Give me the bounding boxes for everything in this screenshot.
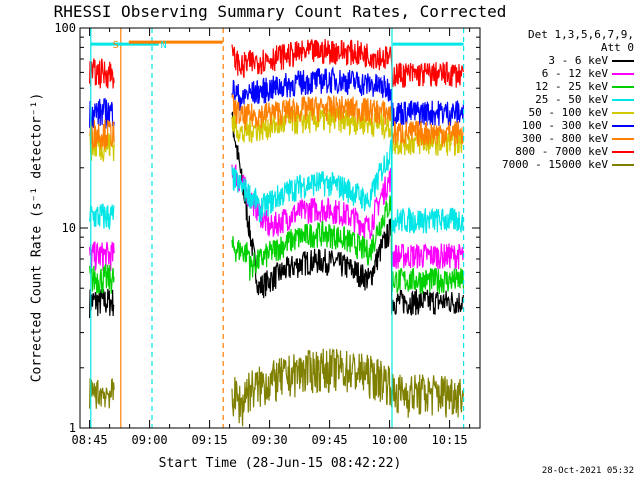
legend-item: 800 - 7000 keV [484, 145, 634, 158]
legend-item: 50 - 100 keV [484, 106, 634, 119]
x-tick-label: 09:45 [312, 433, 348, 447]
x-tick-label: 08:45 [72, 433, 108, 447]
series-line-3to6keV [89, 111, 464, 319]
legend-swatch [612, 72, 634, 75]
legend-label: 100 - 300 keV [521, 119, 608, 132]
legend-item: 300 - 800 keV [484, 132, 634, 145]
series-line-800to7000keV [89, 39, 464, 89]
legend-item: 3 - 6 keV [484, 54, 634, 67]
y-tick-label: 100 [54, 21, 76, 35]
legend-swatch [612, 137, 634, 140]
series-line-7000to15000keV [89, 348, 464, 427]
legend-swatch [612, 59, 634, 62]
legend-label: 800 - 7000 keV [515, 145, 608, 158]
generation-timestamp: 28-Oct-2021 05:32 [541, 466, 634, 476]
series-line-25to50keV [89, 139, 464, 235]
legend-swatch [612, 111, 634, 114]
legend-header-detectors: Det 1,3,5,6,7,9, [528, 28, 634, 41]
x-tick-label: 09:15 [192, 433, 228, 447]
legend-item: 6 - 12 keV [484, 67, 634, 80]
legend-swatch [612, 150, 634, 153]
legend-swatch [612, 163, 634, 166]
series-line-6to12keV [89, 163, 464, 272]
legend-item: 100 - 300 keV [484, 119, 634, 132]
series-line-300to800keV [89, 94, 464, 150]
legend-header-attenuator: Att 0 [600, 41, 634, 54]
legend-item: 12 - 25 keV [484, 80, 634, 93]
legend-swatch [612, 124, 634, 127]
legend-item: 25 - 50 keV [484, 93, 634, 106]
y-tick-label: 10 [62, 221, 76, 235]
chart-title: RHESSI Observing Summary Count Rates, Co… [53, 2, 507, 21]
flag-label-s: S [113, 40, 119, 51]
legend-label: 300 - 800 keV [521, 132, 608, 145]
legend-label: 6 - 12 keV [541, 67, 608, 80]
series-line-100to300keV [89, 66, 464, 129]
x-axis-label: Start Time (28-Jun-15 08:42:22) [158, 456, 402, 471]
legend-label: 12 - 25 keV [535, 80, 608, 93]
legend-label: 50 - 100 keV [528, 106, 608, 119]
legend-label: 25 - 50 keV [535, 93, 608, 106]
flag-label-n: N [161, 40, 167, 51]
x-tick-label: 10:15 [432, 433, 468, 447]
legend-label: 3 - 6 keV [548, 54, 608, 67]
legend-swatch [612, 98, 634, 101]
legend-swatch [612, 85, 634, 88]
legend-item: 7000 - 15000 keV [484, 158, 634, 171]
x-tick-label: 10:00 [372, 433, 408, 447]
legend-label: 7000 - 15000 keV [502, 158, 608, 171]
y-tick-label: 1 [69, 421, 76, 435]
series-line-12to25keV [89, 195, 464, 295]
y-axis-label: Corrected Count Rate (s⁻¹ detector⁻¹) [29, 92, 45, 383]
legend: Det 1,3,5,6,7,9, Att 0 3 - 6 keV 6 - 12 k… [484, 28, 634, 171]
x-tick-label: 09:00 [132, 433, 168, 447]
x-tick-label: 09:30 [252, 433, 288, 447]
